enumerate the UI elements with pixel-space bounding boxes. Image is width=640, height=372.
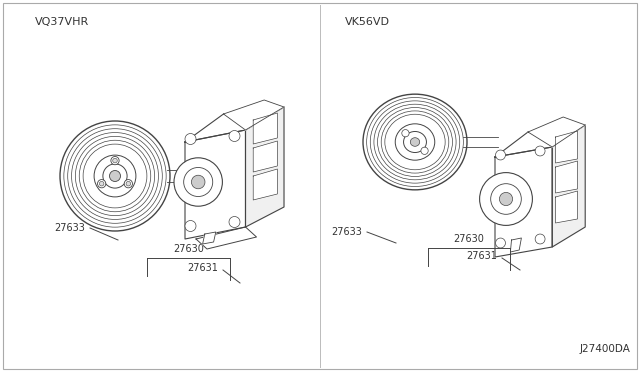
- Circle shape: [126, 182, 131, 186]
- Circle shape: [479, 173, 532, 225]
- Circle shape: [113, 158, 117, 163]
- Circle shape: [103, 164, 127, 188]
- Circle shape: [402, 129, 409, 137]
- Circle shape: [184, 167, 212, 196]
- Text: 27633: 27633: [54, 223, 85, 233]
- Ellipse shape: [410, 138, 420, 146]
- Polygon shape: [253, 169, 277, 200]
- Circle shape: [491, 184, 522, 214]
- Circle shape: [111, 157, 119, 165]
- Polygon shape: [495, 125, 585, 157]
- Polygon shape: [556, 161, 577, 193]
- Polygon shape: [196, 227, 257, 249]
- Text: 27630: 27630: [454, 234, 484, 244]
- Circle shape: [185, 221, 196, 231]
- Polygon shape: [185, 130, 246, 239]
- Circle shape: [499, 192, 513, 206]
- Circle shape: [535, 234, 545, 244]
- Ellipse shape: [404, 131, 426, 153]
- Polygon shape: [223, 100, 284, 130]
- Circle shape: [229, 131, 240, 141]
- Circle shape: [94, 155, 136, 197]
- Text: VQ37VHR: VQ37VHR: [35, 17, 89, 27]
- Polygon shape: [495, 147, 552, 257]
- Polygon shape: [246, 107, 284, 227]
- Ellipse shape: [363, 94, 467, 190]
- Text: 27630: 27630: [173, 244, 204, 254]
- Circle shape: [229, 217, 240, 228]
- Text: 27631: 27631: [187, 263, 218, 273]
- Polygon shape: [203, 232, 216, 244]
- Polygon shape: [253, 113, 277, 144]
- Polygon shape: [556, 191, 577, 223]
- Text: 27631: 27631: [466, 251, 497, 261]
- Circle shape: [99, 182, 104, 186]
- Circle shape: [535, 146, 545, 156]
- Circle shape: [174, 158, 223, 206]
- Circle shape: [185, 134, 196, 144]
- Circle shape: [97, 180, 106, 188]
- Polygon shape: [556, 131, 577, 163]
- Circle shape: [421, 147, 428, 154]
- Polygon shape: [528, 117, 585, 147]
- Polygon shape: [185, 107, 284, 142]
- Text: J27400DA: J27400DA: [579, 344, 630, 354]
- Text: VK56VD: VK56VD: [345, 17, 390, 27]
- Polygon shape: [253, 141, 277, 172]
- Text: 27633: 27633: [331, 227, 362, 237]
- Circle shape: [60, 121, 170, 231]
- Circle shape: [124, 180, 132, 188]
- Ellipse shape: [396, 124, 435, 160]
- Polygon shape: [510, 238, 522, 252]
- Circle shape: [191, 175, 205, 189]
- Polygon shape: [552, 125, 585, 247]
- Circle shape: [495, 150, 506, 160]
- Circle shape: [109, 170, 120, 182]
- Circle shape: [495, 238, 506, 248]
